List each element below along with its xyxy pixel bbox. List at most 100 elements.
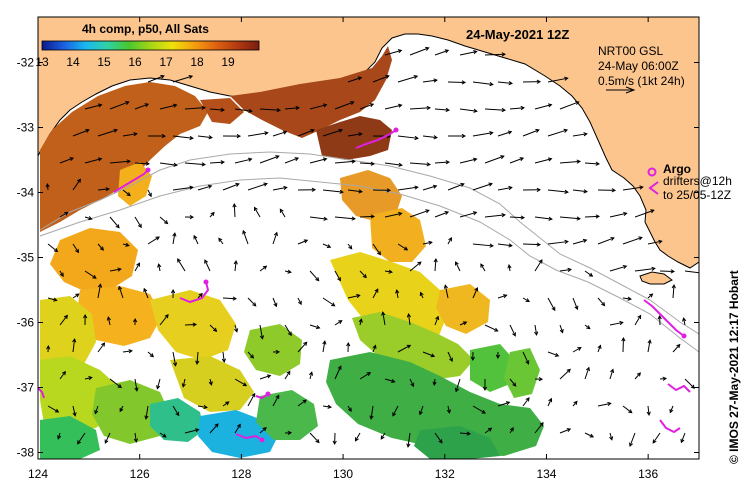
current-arrow-head <box>242 382 248 387</box>
current-arrow-head <box>118 285 123 291</box>
current-arrow <box>559 368 571 380</box>
current-arrow-head <box>651 266 656 271</box>
current-arrow-head <box>610 236 615 241</box>
y-tick-label--38: -38 <box>17 446 35 460</box>
current-arrow-head <box>322 157 328 162</box>
x-tick-label-132: 132 <box>435 467 455 481</box>
current-arrow <box>184 162 205 166</box>
current-arrow-head <box>501 107 507 113</box>
current-arrow <box>159 432 167 438</box>
current-arrow-head <box>619 320 624 326</box>
current-arrow <box>409 378 414 387</box>
current-arrow-head <box>676 343 681 349</box>
current-arrow <box>272 297 277 307</box>
current-arrow-head <box>155 236 160 241</box>
current-arrow <box>497 81 512 84</box>
current-arrow <box>309 216 327 220</box>
current-arrow-head <box>525 360 530 365</box>
current-arrow <box>259 155 279 164</box>
current-arrow-head <box>337 365 342 370</box>
current-arrow <box>234 108 252 112</box>
current-arrow-head <box>538 259 543 264</box>
current-arrow <box>384 212 402 218</box>
current-arrow-head <box>346 341 351 347</box>
current-arrow <box>297 129 315 137</box>
current-arrow <box>609 321 623 326</box>
current-arrow <box>459 50 477 56</box>
current-arrow-head <box>128 349 133 354</box>
current-arrow-head <box>669 408 674 414</box>
current-arrow <box>272 186 287 191</box>
current-arrow <box>409 209 430 218</box>
argo-legend-line2: drifters@12h <box>663 174 732 188</box>
current-arrow-head <box>132 317 138 323</box>
current-arrow-head <box>106 316 111 321</box>
current-arrow-head <box>233 260 238 265</box>
current-arrow <box>209 108 224 111</box>
current-arrow <box>370 405 374 419</box>
current-arrow-head <box>61 370 66 376</box>
current-arrow <box>382 312 386 326</box>
current-arrow <box>609 265 627 272</box>
current-arrow <box>484 427 492 434</box>
current-arrow <box>447 405 450 413</box>
current-arrow-head <box>248 108 253 113</box>
current-arrow <box>419 405 424 415</box>
current-arrow-head <box>189 135 194 141</box>
current-arrow <box>122 350 132 353</box>
current-arrow-head <box>72 338 77 343</box>
current-arrow <box>497 243 512 247</box>
y-tick-label--32: -32 <box>17 56 35 70</box>
current-arrow-head <box>181 383 186 388</box>
current-arrow-head <box>508 81 513 86</box>
current-arrow-head <box>520 215 526 220</box>
current-arrow-head <box>419 291 424 297</box>
current-arrow-head <box>144 103 150 108</box>
y-tick-label--33: -33 <box>17 121 35 135</box>
current-arrow <box>322 341 326 353</box>
current-arrow <box>434 258 437 272</box>
current-arrow <box>534 422 544 434</box>
current-arrow-head <box>547 103 553 108</box>
current-arrow <box>572 133 587 137</box>
currents-line3: 0.5m/s (1kt 24h) <box>598 74 685 88</box>
current-arrow-head <box>362 274 367 279</box>
current-arrow-head <box>380 435 385 440</box>
current-arrow <box>397 135 418 139</box>
current-arrow-head <box>525 397 530 402</box>
current-arrow-head <box>445 160 451 165</box>
current-arrow-head <box>137 223 142 229</box>
current-arrow <box>172 75 193 83</box>
x-axis: 124 126 128 130 132 134 136 <box>28 17 658 481</box>
current-arrow-head <box>690 384 695 389</box>
current-arrow-head <box>286 370 291 375</box>
current-arrow <box>122 133 137 137</box>
current-arrow-head <box>461 133 467 139</box>
current-arrow-head <box>646 411 651 416</box>
current-arrow-head <box>287 269 292 274</box>
current-arrow-head <box>508 243 513 248</box>
current-arrow-head <box>583 189 588 194</box>
current-arrow-head <box>428 240 433 245</box>
current-arrow <box>647 240 662 245</box>
current-arrow-head <box>670 269 676 274</box>
current-arrow-head <box>489 243 494 248</box>
current-arrow-head <box>287 430 293 435</box>
current-arrow <box>384 270 392 273</box>
current-arrow <box>572 239 587 245</box>
current-arrow-head <box>426 105 432 111</box>
current-arrow-head <box>262 265 268 270</box>
current-arrow-head <box>126 192 131 197</box>
colorbar-gradient <box>41 40 260 51</box>
current-arrow-head <box>347 407 352 412</box>
current-arrow-head <box>505 401 511 406</box>
current-arrow-head <box>589 433 595 438</box>
y-axis: -32 -33 -34 -35 -36 -37 -38 <box>17 56 699 460</box>
current-arrow <box>509 324 516 337</box>
current-arrow-head <box>501 52 507 57</box>
current-arrow-head <box>75 293 80 298</box>
current-arrow-head <box>92 274 97 279</box>
current-arrow-head <box>397 49 403 54</box>
current-arrow <box>509 157 524 164</box>
current-arrow-head <box>262 427 267 432</box>
